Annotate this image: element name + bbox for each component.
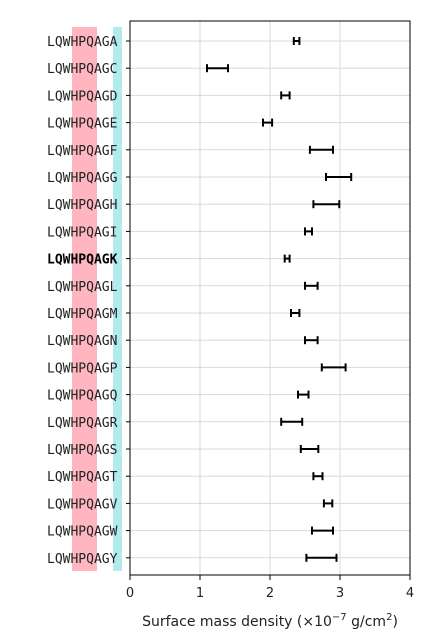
error-bar <box>312 200 341 209</box>
error-bar <box>292 37 301 45</box>
error-bar <box>290 309 301 317</box>
category-label: LQWHPQAGS <box>47 443 117 458</box>
category-label: LQWHPQAGY <box>47 552 118 567</box>
error-bar <box>325 173 353 181</box>
error-bar <box>312 472 324 481</box>
error-bar <box>322 499 334 508</box>
error-bar <box>304 281 319 290</box>
category-label: LQWHPQAGT <box>47 470 118 485</box>
x-tick-label: 3 <box>336 586 344 601</box>
x-tick-label: 2 <box>266 586 274 601</box>
error-bars <box>206 37 353 562</box>
category-label: LQWHPQAGA <box>47 35 118 50</box>
highlight-band-cyan <box>113 27 122 571</box>
x-tick-label: 0 <box>126 586 134 601</box>
grid-lines <box>130 21 410 575</box>
category-label: LQWHPQAGV <box>47 497 118 512</box>
highlight-bands <box>72 27 122 571</box>
category-label: LQWHPQAGW <box>47 525 118 540</box>
category-label: LQWHPQAGF <box>47 144 118 159</box>
x-tick-label: 1 <box>196 586 204 601</box>
x-axis-label: Surface mass density (×10−7 g/cm2) <box>142 612 398 630</box>
category-label: LQWHPQAGQ <box>47 389 118 404</box>
category-label: LQWHPQAGL <box>47 280 118 295</box>
error-bar <box>304 336 319 345</box>
x-tick-label: 4 <box>406 586 414 601</box>
x-ticks: 0 1 2 3 4 <box>126 40 414 601</box>
error-bar <box>262 118 274 127</box>
category-label: LQWHPQAGM <box>47 307 118 322</box>
category-label: LQWHPQAGI <box>47 225 117 240</box>
category-label: LQWHPQAGE <box>47 117 117 132</box>
error-bar <box>280 417 304 426</box>
error-bar <box>305 553 338 562</box>
error-bar <box>280 91 291 100</box>
error-bar <box>299 445 320 453</box>
error-bar <box>304 227 313 236</box>
error-bar <box>311 526 334 535</box>
category-label: LQWHPQAGP <box>47 361 118 376</box>
category-label: LQWHPQAGG <box>47 171 118 186</box>
category-label: LQWHPQAGR <box>47 416 118 431</box>
error-bar <box>308 145 334 154</box>
error-bar <box>206 64 229 73</box>
category-labels: LQWHPQAGA LQWHPQAGC LQWHPQAGD LQWHPQAGE LQWH… <box>47 35 118 567</box>
category-label: LQWHPQAGD <box>47 89 118 104</box>
error-bar <box>283 254 291 263</box>
error-bar <box>320 363 347 372</box>
category-label: LQWHPQAGN <box>47 334 117 349</box>
category-label: LQWHPQAGK <box>47 253 118 268</box>
error-bar <box>297 390 310 399</box>
category-label: LQWHPQAGC <box>47 62 117 77</box>
highlight-band-pink <box>72 27 97 571</box>
category-label: LQWHPQAGH <box>47 198 117 213</box>
